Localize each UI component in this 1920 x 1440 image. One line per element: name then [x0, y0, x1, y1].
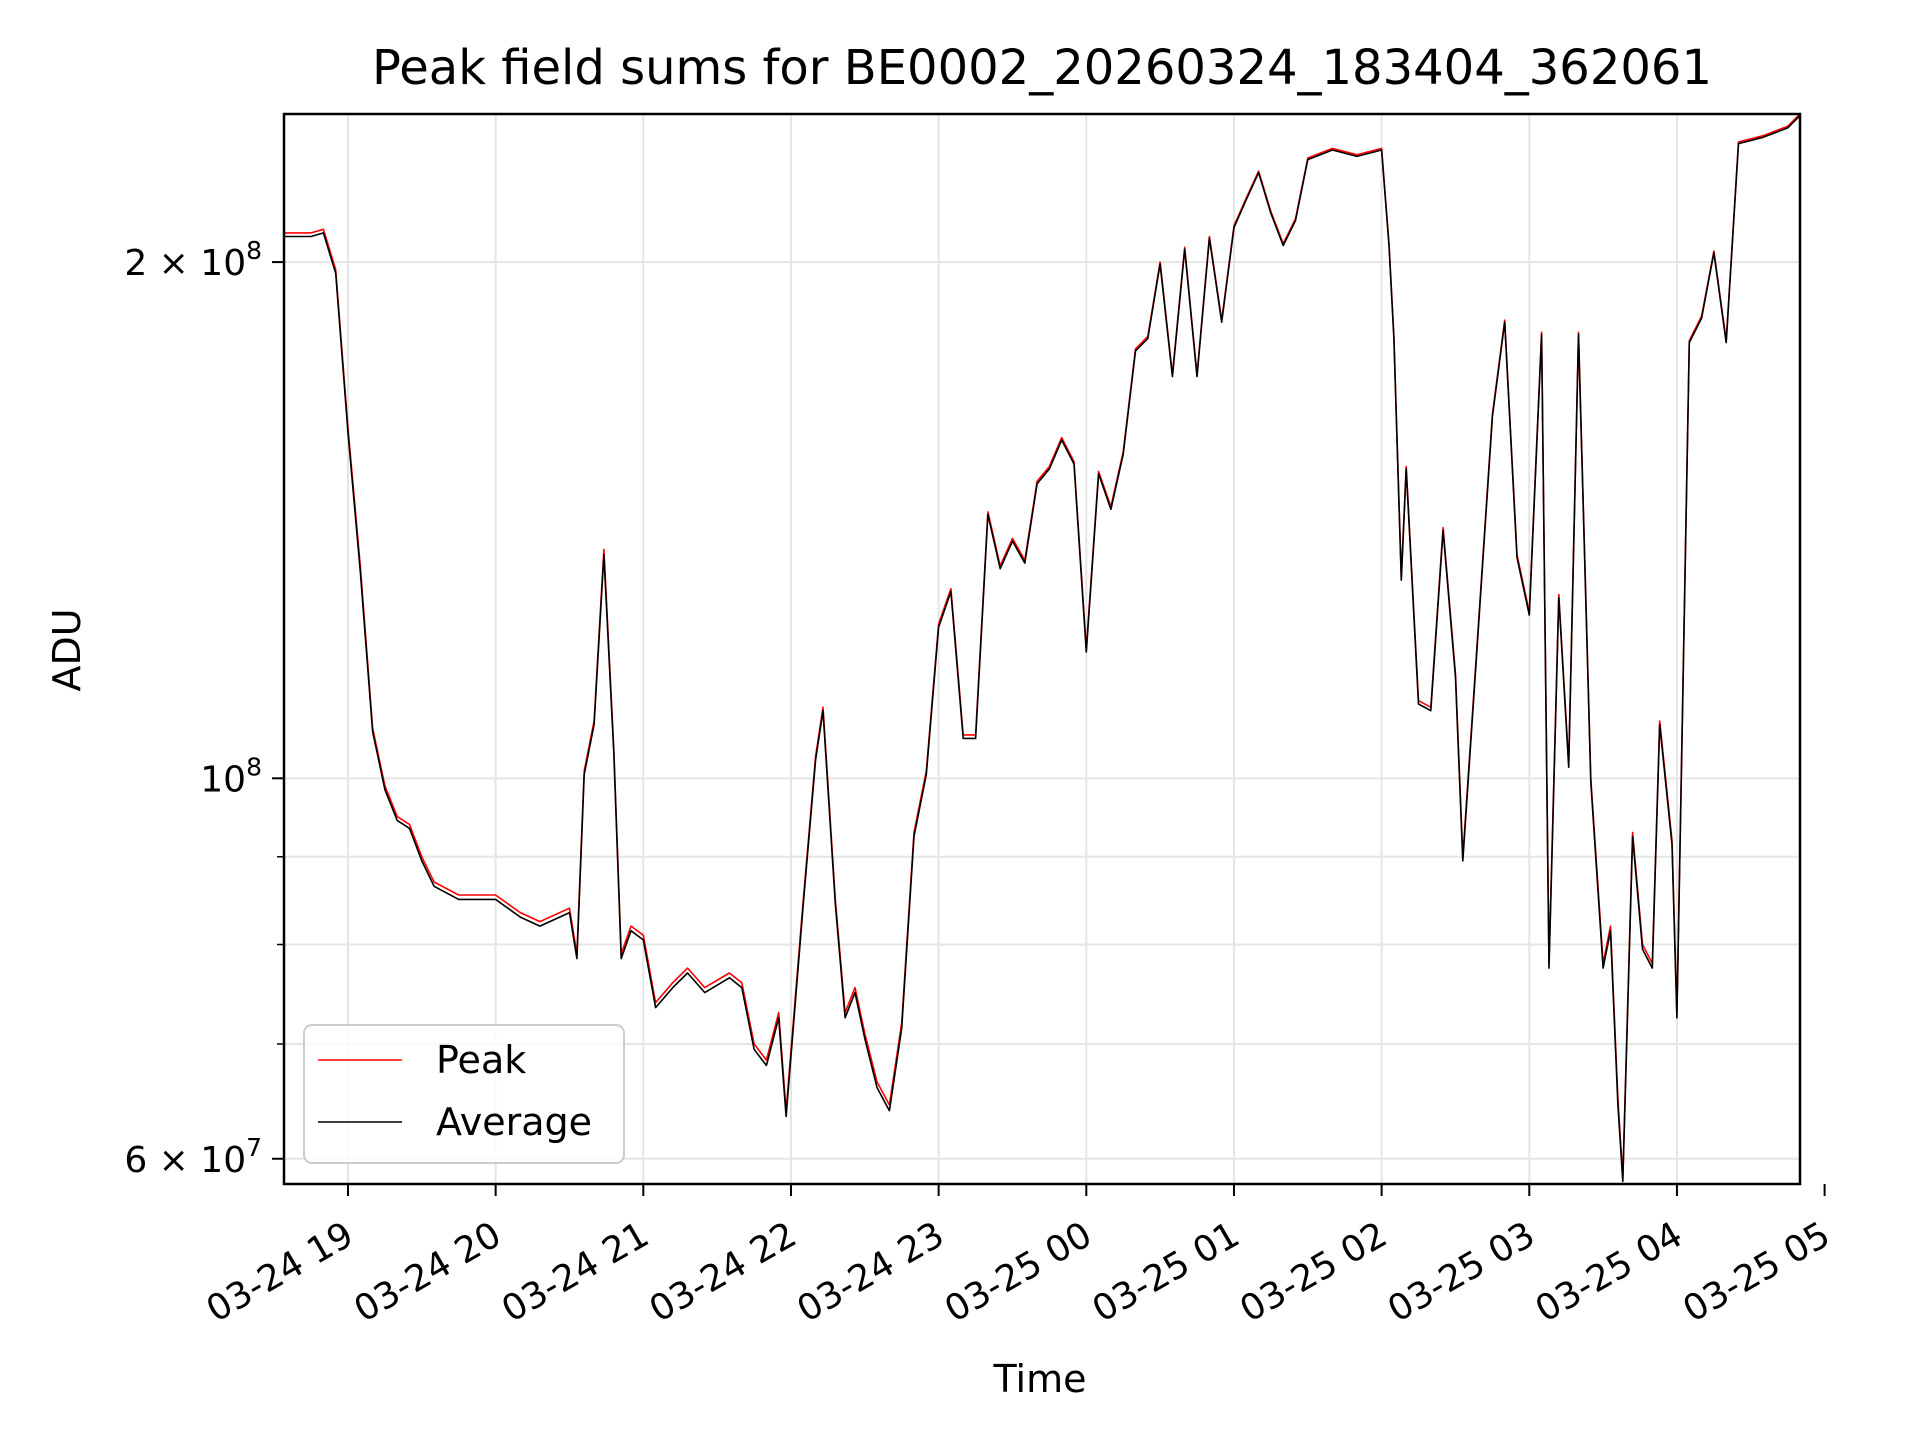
y-tick-label-base: 2 × 10: [124, 243, 246, 284]
axes-frame: [282, 112, 1802, 1186]
y-tick-label: 2 × 108: [124, 236, 262, 284]
y-tick-label-base: 10: [200, 759, 246, 800]
y-axis-label: ADU: [45, 608, 89, 691]
series-line-average: [284, 114, 1801, 1183]
x-axis-label: Time: [993, 1357, 1087, 1401]
y-tick-label-exponent: 8: [246, 752, 262, 781]
legend-label-average: Average: [436, 1100, 592, 1144]
y-tick-label-base: 6 × 10: [124, 1140, 246, 1181]
plot-area: [284, 113, 1801, 1183]
legend: Peak Average: [303, 1024, 625, 1164]
legend-label-peak: Peak: [436, 1038, 526, 1082]
y-tick-label-exponent: 8: [246, 236, 262, 265]
chart-title: Peak field sums for BE0002_20260324_1834…: [372, 40, 1712, 96]
y-tick-label-exponent: 7: [246, 1133, 262, 1162]
y-tick-label: 6 × 107: [124, 1133, 262, 1181]
y-tick-label: 108: [200, 752, 262, 800]
